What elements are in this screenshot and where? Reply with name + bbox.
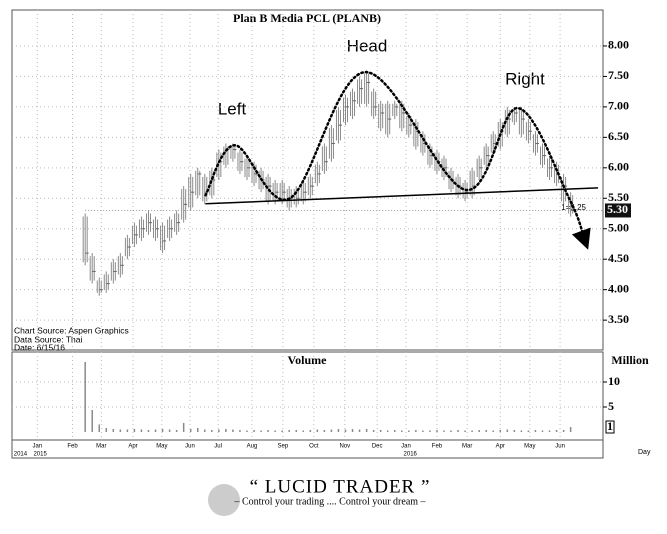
y-tick-label: 8.00 — [608, 38, 629, 52]
x-tick-label: Feb — [67, 444, 78, 450]
y-tick-label: 6.00 — [608, 160, 629, 174]
last-volume-box — [605, 420, 615, 434]
last-volume-label: 1 — [607, 419, 613, 433]
y-tick-label: 7.00 — [608, 99, 629, 113]
year-label: 2015 — [33, 452, 47, 458]
source-note: Data Source: Thai — [14, 334, 82, 344]
source-note: Chart Source: Aspen Graphics — [14, 325, 129, 335]
annotation: Left — [218, 99, 247, 118]
year-label: 2016 — [404, 452, 418, 458]
x-tick-label: Feb — [432, 444, 443, 450]
x-tick-label: Mar — [462, 444, 472, 450]
x-tick-label: Aug — [247, 444, 258, 450]
brand: “ LUCID TRADER ” — [250, 476, 431, 497]
price-panel — [11, 9, 604, 351]
x-tick-label: Dec — [372, 444, 383, 450]
x-tick-label: Jan — [401, 444, 411, 450]
x-tick-label: Oct — [309, 444, 319, 450]
x-axis-unit: Day — [638, 449, 651, 456]
volume-unit: Million — [611, 353, 649, 367]
x-tick-label: Jun — [555, 444, 565, 450]
x-tick-label: May — [156, 444, 167, 450]
last-price-box — [605, 203, 631, 218]
tagline: – Control your trading .... Control your… — [233, 496, 426, 507]
y-tick-label: 10 — [608, 374, 620, 388]
x-tick-label: May — [524, 444, 535, 450]
last-price-label: 5.30 — [607, 202, 628, 216]
y-tick-label: 5.50 — [608, 190, 629, 204]
y-tick-label: 5.00 — [608, 220, 629, 234]
pattern-curve — [204, 70, 591, 250]
annotation: Right — [505, 69, 545, 88]
y-tick-label: 4.50 — [608, 251, 629, 265]
y-tick-label: 5 — [608, 399, 614, 413]
y-tick-label: 4.00 — [608, 281, 629, 295]
x-tick-label: Apr — [128, 444, 137, 450]
year-label: 2014 — [14, 452, 28, 458]
x-tick-label: Jul — [214, 444, 222, 450]
x-tick-label: Nov — [339, 444, 350, 450]
x-tick-label: Apr — [496, 444, 505, 450]
date-axis — [11, 439, 604, 459]
neckline — [205, 187, 599, 205]
chart-title: Plan B Media PCL (PLANB) — [233, 11, 381, 25]
y-tick-label: 6.50 — [608, 129, 629, 143]
y-tick-label: 3.50 — [608, 312, 629, 326]
x-tick-label: Jun — [185, 444, 195, 450]
logo-circle — [208, 484, 240, 516]
volume-title: Volume — [288, 353, 328, 367]
source-note: Date: 6/15/16 — [14, 342, 65, 352]
y-tick-label: 7.50 — [608, 68, 629, 82]
x-tick-label: Sep — [278, 444, 289, 450]
x-tick-label: Jan — [32, 444, 42, 450]
x-tick-label: Mar — [96, 444, 106, 450]
volume-panel — [11, 351, 604, 441]
